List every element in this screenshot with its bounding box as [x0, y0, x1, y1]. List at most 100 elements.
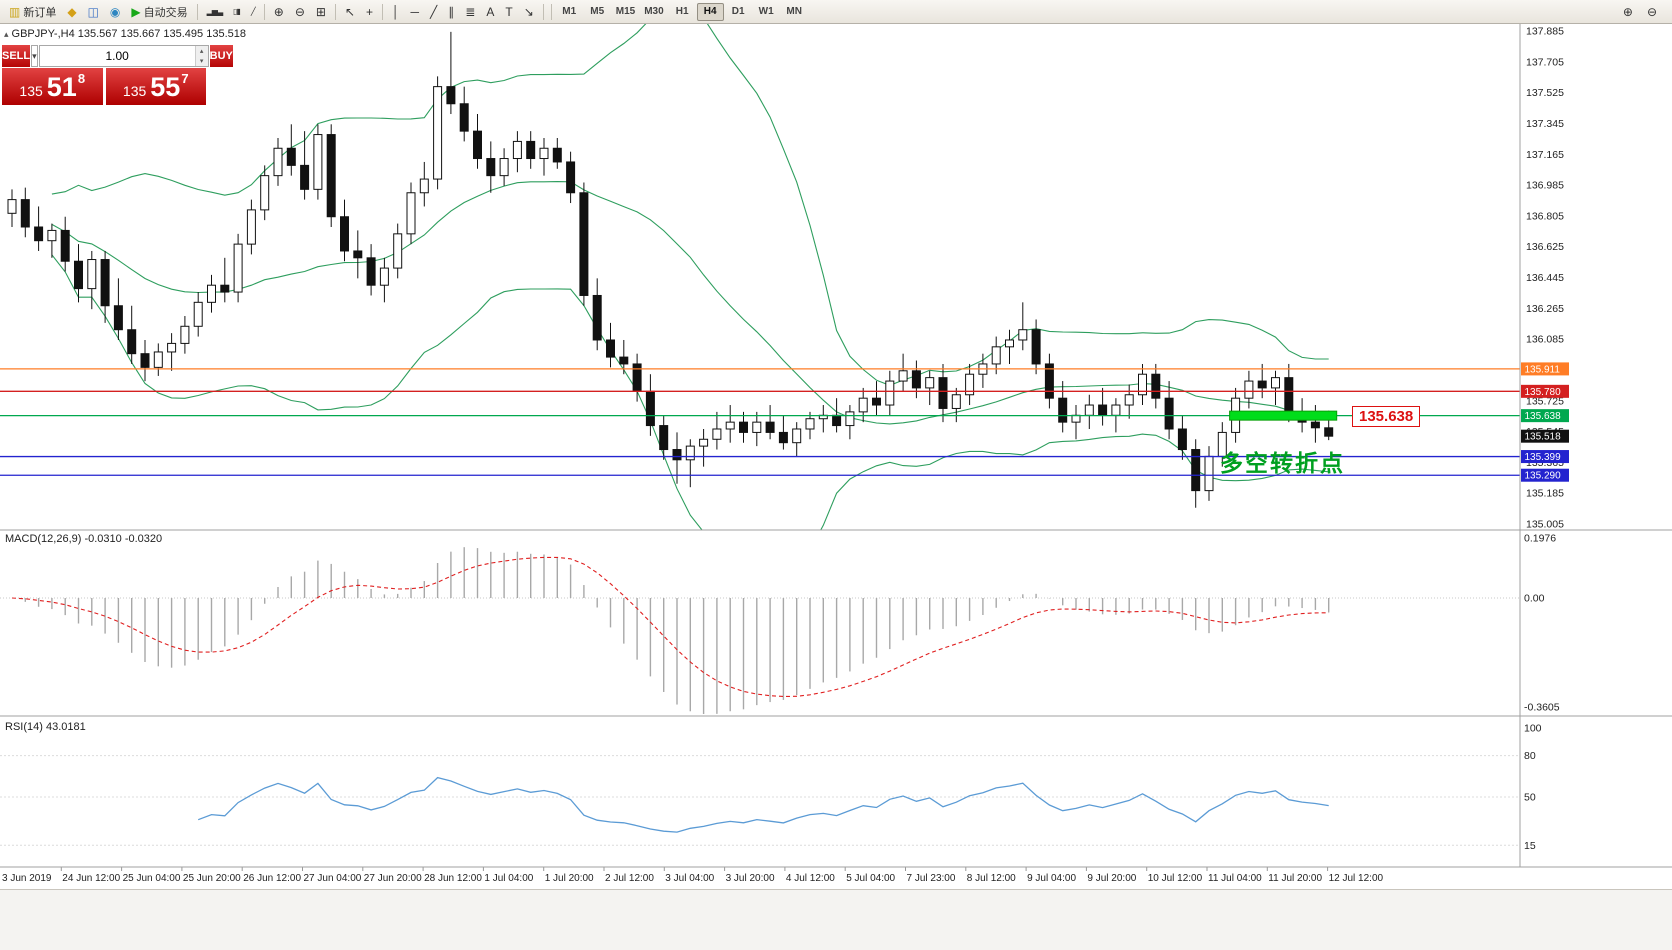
timeframe-M15[interactable]: M15: [615, 6, 636, 17]
new-order-button[interactable]: ▥ 新订单: [4, 2, 61, 22]
time-axis-label: 27 Jun 20:00: [364, 873, 422, 884]
time-axis-label: 9 Jul 04:00: [1027, 873, 1076, 884]
buy-price-button[interactable]: 135 55 7: [105, 68, 206, 105]
arrows-icon[interactable]: ↘: [519, 2, 539, 22]
lot-size-input[interactable]: [39, 46, 195, 66]
toolbar-separator: [263, 3, 265, 20]
price-tag: [1521, 409, 1569, 423]
toolbar-items: ▥ 新订单 ◆ ◫ ◉ ▶ 自动交易 ▂▅▃ ▯▮ ╱ ⊕ ⊖ ⊞ ↖ + │ ─ ╱ ∥ ≣ A T ↘: [4, 2, 547, 22]
rsi-line: [197, 776, 1329, 833]
rsi-indicator-label: RSI(14) 43.0181: [5, 721, 86, 733]
autotrade-button[interactable]: ▶ 自动交易: [126, 2, 192, 22]
price-axis-tick: 137.345: [1526, 118, 1564, 130]
magnifier-plus-icon[interactable]: ⊕: [1618, 2, 1638, 22]
trendline-icon[interactable]: ╱: [425, 2, 442, 22]
bottom-scroll-area[interactable]: [0, 889, 1672, 950]
fibonacci-icon[interactable]: ≣: [460, 2, 480, 22]
time-axis-label: 9 Jul 20:00: [1087, 873, 1136, 884]
rsi-axis-tick: 100: [1524, 723, 1542, 735]
time-axis-label: 3 Jun 2019: [2, 873, 52, 884]
one-click-trading-panel: SELL ▾ ▴ ▾ BUY 135 51 8 135 55 7: [2, 45, 233, 105]
price-axis-tick: 135.185: [1526, 488, 1564, 500]
macd-axis-tick: 0.00: [1524, 593, 1545, 605]
order-settings-dropdown[interactable]: ▾: [31, 45, 38, 67]
price-tag-label: 135.911: [1525, 364, 1561, 375]
tile-windows-icon: ⊞: [315, 4, 326, 19]
timeframe-H1[interactable]: H1: [675, 6, 689, 17]
autotrade-icon: ▶: [131, 4, 141, 19]
time-axis-label: 4 Jul 12:00: [786, 873, 835, 884]
market-watch-icon[interactable]: ◉: [105, 2, 125, 22]
rsi-axis-tick: 50: [1524, 792, 1536, 804]
timeframe-M1[interactable]: M1: [562, 6, 577, 17]
sell-button[interactable]: SELL: [2, 45, 31, 67]
magnifier-minus-icon[interactable]: ⊖: [1642, 2, 1662, 22]
bollinger-lower-band: [51, 254, 1329, 530]
time-axis-label: 12 Jul 12:00: [1329, 873, 1384, 884]
time-axis-label: 2 Jul 12:00: [605, 873, 654, 884]
lot-size-field: ▴ ▾: [38, 45, 209, 67]
trendline-icon: ╱: [430, 4, 438, 19]
timeframe-M5[interactable]: M5: [590, 6, 605, 17]
vertical-line-icon[interactable]: │: [387, 2, 405, 22]
price-axis-tick: 135.005: [1526, 519, 1564, 531]
time-axis-label: 27 Jun 04:00: [304, 873, 362, 884]
timeframe-MN[interactable]: MN: [786, 6, 802, 17]
bollinger-upper-band: [51, 24, 1329, 386]
text-icon[interactable]: A: [481, 2, 499, 22]
price-axis-tick: 136.985: [1526, 180, 1564, 192]
timeframe-M30[interactable]: M30: [644, 6, 664, 17]
timeframe-W1[interactable]: W1: [758, 6, 774, 17]
main-chart-layer: [7, 24, 1334, 530]
price-axis-tick: 136.445: [1526, 272, 1564, 284]
highlight-zone[interactable]: [1229, 410, 1338, 421]
price-tag-label: 135.638: [1525, 411, 1562, 422]
price-tag: [1521, 429, 1569, 443]
sell-price-button[interactable]: 135 51 8: [2, 68, 103, 105]
horizontal-line-icon[interactable]: ─: [406, 2, 425, 22]
cursor-icon[interactable]: ↖: [340, 2, 360, 22]
rsi-axis-tick: 80: [1524, 750, 1536, 762]
macd-signal-line: [11, 556, 1329, 698]
chevron-down-icon: ▾: [32, 50, 37, 61]
zoom-out-icon[interactable]: ⊖: [290, 2, 310, 22]
zoom-in-icon: ⊕: [273, 4, 284, 19]
price-tag: [1521, 468, 1569, 482]
crosshair-icon[interactable]: +: [361, 2, 378, 22]
zoom-in-icon[interactable]: ⊕: [269, 2, 289, 22]
buy-price-prefix: 135: [122, 83, 147, 100]
tile-windows-icon[interactable]: ⊞: [311, 2, 331, 22]
time-axis-label: 10 Jul 12:00: [1148, 873, 1203, 884]
price-tag-label: 135.399: [1525, 452, 1562, 463]
toolbar-separator: [550, 3, 552, 20]
lot-decrease-button[interactable]: ▾: [195, 56, 208, 66]
lot-increase-button[interactable]: ▴: [195, 46, 208, 56]
candlestick-chart-icon[interactable]: ▯▮: [228, 2, 245, 22]
profiles-icon: ◫: [87, 4, 99, 19]
toolbar: ▥ 新订单 ◆ ◫ ◉ ▶ 自动交易 ▂▅▃ ▯▮ ╱ ⊕ ⊖ ⊞ ↖ + │ ─ ╱ ∥ ≣ A T ↘ M1 M5 M15 M…: [0, 0, 1672, 24]
time-axis-label: 5 Jul 04:00: [846, 873, 895, 884]
new-chart-icon[interactable]: ◆: [62, 2, 81, 22]
buy-button[interactable]: BUY: [209, 45, 233, 67]
price-axis-tick: 137.165: [1526, 149, 1564, 161]
timeframe-D1[interactable]: D1: [731, 6, 745, 17]
label-icon[interactable]: T: [500, 2, 517, 22]
line-chart-icon[interactable]: ╱: [246, 2, 260, 22]
time-axis-label: 3 Jul 20:00: [726, 873, 775, 884]
new-chart-icon: ◆: [67, 4, 77, 19]
bar-chart-icon[interactable]: ▂▅▃: [202, 2, 227, 22]
channel-icon[interactable]: ∥: [443, 2, 459, 22]
macd-axis-tick: 0.1976: [1524, 533, 1556, 545]
toolbar-separator: [196, 3, 198, 20]
price-axis-tick: 135.725: [1526, 395, 1564, 407]
symbol-arrow-icon: ▴: [4, 29, 9, 39]
line-chart-icon: ╱: [250, 6, 256, 16]
profiles-icon[interactable]: ◫: [83, 2, 104, 22]
timeframe-toolbar: M1 M5 M15 M30 H1 H4 D1 W1 MN: [556, 2, 808, 21]
price-axis-tick: 136.085: [1526, 334, 1564, 346]
timeframe-H4[interactable]: H4: [696, 2, 724, 21]
crosshair-icon: +: [366, 4, 374, 19]
bar-chart-icon: ▂▅▃: [206, 6, 224, 16]
time-axis-label: 1 Jul 04:00: [484, 873, 533, 884]
